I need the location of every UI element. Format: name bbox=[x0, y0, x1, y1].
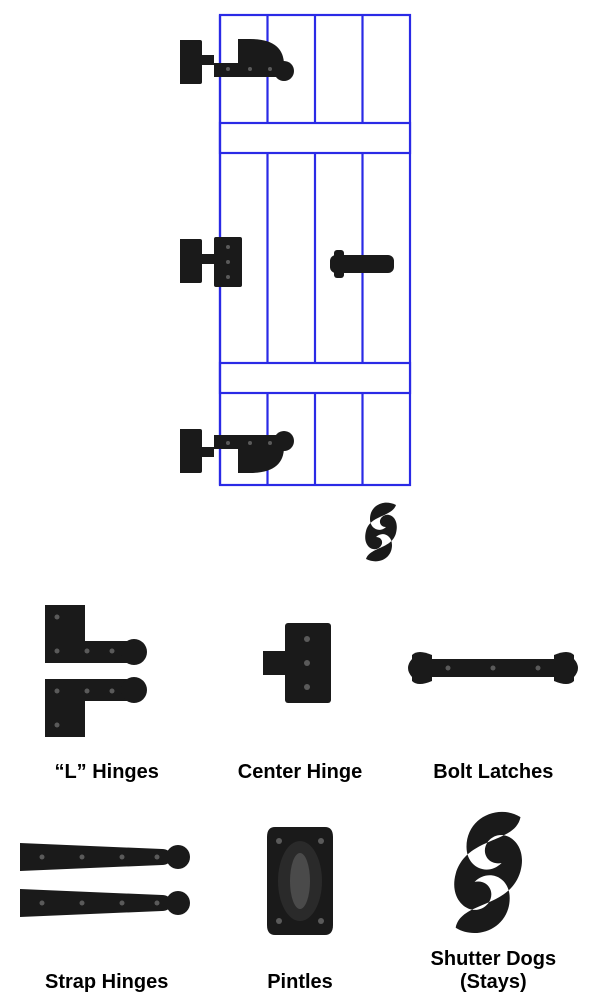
center-hinge-icon bbox=[180, 237, 242, 287]
strap-hinges-label: Strap Hinges bbox=[45, 965, 168, 1000]
shutter-svg bbox=[180, 5, 460, 565]
bolt-latches-icon bbox=[397, 580, 590, 755]
center-hinge-label: Center Hinge bbox=[238, 755, 362, 790]
shutter-mounted-hardware bbox=[180, 39, 397, 561]
l-hinges-icon bbox=[10, 580, 203, 755]
cell-pintles: Pintles bbox=[203, 790, 396, 1000]
pintles-label: Pintles bbox=[267, 965, 333, 1000]
center-hinge-icon bbox=[203, 580, 396, 755]
cell-shutter-dogs: Shutter Dogs (Stays) bbox=[397, 790, 590, 1000]
hardware-grid: “L” Hinges Center Hinge bbox=[0, 580, 600, 1000]
l-hinges-label: “L” Hinges bbox=[54, 755, 158, 790]
cell-bolt-latches: Bolt Latches bbox=[397, 580, 590, 790]
shutter-boards bbox=[220, 15, 410, 485]
shutter-dog-icon bbox=[365, 503, 397, 562]
bottom-l-hinge-icon bbox=[180, 429, 294, 473]
cell-center-hinge: Center Hinge bbox=[203, 580, 396, 790]
cell-strap-hinges: Strap Hinges bbox=[10, 790, 203, 1000]
top-l-hinge-icon bbox=[180, 39, 294, 84]
shutter-dogs-label: Shutter Dogs (Stays) bbox=[431, 942, 557, 1000]
strap-hinges-icon bbox=[10, 790, 203, 965]
cell-l-hinges: “L” Hinges bbox=[10, 580, 203, 790]
bolt-latches-label: Bolt Latches bbox=[433, 755, 553, 790]
page: “L” Hinges Center Hinge bbox=[0, 0, 600, 1003]
shutter-dogs-icon bbox=[397, 790, 590, 942]
pintles-icon bbox=[203, 790, 396, 965]
shutter-diagram bbox=[180, 5, 460, 565]
